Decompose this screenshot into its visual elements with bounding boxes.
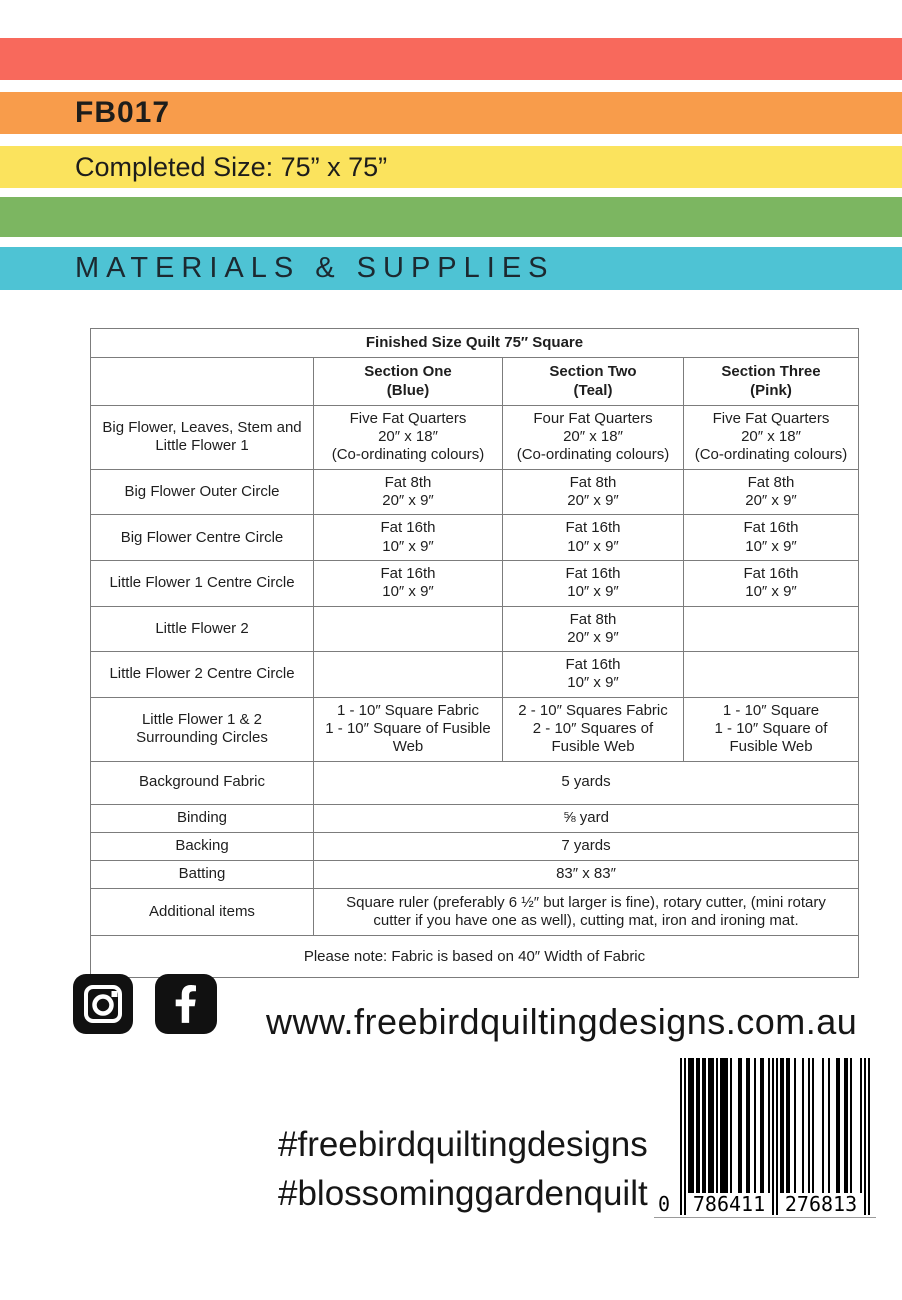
table-row: Little Flower 1 Centre Circle Fat 16th 1… (90, 559, 859, 607)
barcode-left-digits: 786411 (692, 1192, 766, 1216)
cell-section-two: Fat 16th 10″ x 9″ (502, 651, 684, 698)
cell-section-two: Fat 16th 10″ x 9″ (502, 559, 684, 607)
table-row: Backing 7 yards (90, 831, 859, 861)
website-url: www.freebirdquiltingdesigns.com.au (266, 1001, 858, 1042)
cell-section-one: 1 - 10″ Square Fabric 1 - 10″ Square of … (313, 696, 503, 762)
row-label: Little Flower 1 & 2 Surrounding Circles (90, 696, 314, 762)
table-note-row: Please note: Fabric is based on 40″ Widt… (90, 935, 859, 979)
table-row: Binding ⅝ yard (90, 803, 859, 833)
fabric-width-note: Please note: Fabric is based on 40″ Widt… (90, 935, 859, 979)
materials-table: Finished Size Quilt 75″ Square Section O… (90, 327, 859, 979)
stripe-yellow: Completed Size: 75” x 75” (0, 146, 902, 188)
cell-section-two: Fat 16th 10″ x 9″ (502, 514, 684, 561)
table-row: Big Flower Outer Circle Fat 8th 20″ x 9″… (90, 468, 859, 516)
cell-section-two: Four Fat Quarters 20″ x 18″ (Co-ordinati… (502, 404, 684, 470)
table-row: Batting 83″ x 83″ (90, 859, 859, 889)
col-header-section-one: Section One (Blue) (313, 357, 503, 406)
row-label: Little Flower 2 Centre Circle (90, 651, 314, 698)
row-label: Big Flower Outer Circle (90, 468, 314, 516)
cell-section-one (313, 651, 503, 698)
cell-section-three (683, 651, 859, 698)
table-row: Big Flower Centre Circle Fat 16th 10″ x … (90, 514, 859, 561)
hashtags-block: #freebirdquiltingdesigns #blossominggard… (278, 1120, 648, 1218)
instagram-icon (73, 974, 133, 1034)
table-row: Additional items Square ruler (preferabl… (90, 887, 859, 937)
barcode-system-digit: 0 (657, 1192, 671, 1216)
table-row: Big Flower, Leaves, Stem and Little Flow… (90, 404, 859, 470)
col-header-section-two: Section Two (Teal) (502, 357, 684, 406)
hashtag-quilt: #blossominggardenquilt (278, 1174, 648, 1213)
cell-section-three: Fat 16th 10″ x 9″ (683, 559, 859, 607)
row-label: Backing (90, 831, 314, 861)
cell-section-two: Fat 8th 20″ x 9″ (502, 468, 684, 516)
cell-section-one: Fat 16th 10″ x 9″ (313, 559, 503, 607)
cell-section-one: Fat 16th 10″ x 9″ (313, 514, 503, 561)
stripe-coral (0, 38, 902, 80)
stripe-teal: MATERIALS & SUPPLIES (0, 247, 902, 290)
table-row: Little Flower 2 Centre Circle Fat 16th 1… (90, 651, 859, 698)
cell-section-three: Five Fat Quarters 20″ x 18″ (Co-ordinati… (683, 404, 859, 470)
facebook-icon (155, 974, 217, 1034)
materials-supplies-heading: MATERIALS & SUPPLIES (75, 252, 555, 284)
row-value: 7 yards (313, 831, 859, 861)
cell-section-one (313, 605, 503, 653)
row-label: Big Flower, Leaves, Stem and Little Flow… (90, 404, 314, 470)
hashtag-brand: #freebirdquiltingdesigns (278, 1125, 648, 1164)
barcode-underline (654, 1217, 876, 1218)
cell-section-three (683, 605, 859, 653)
cell-section-two: 2 - 10″ Squares Fabric 2 - 10″ Squares o… (502, 696, 684, 762)
cell-section-three: Fat 16th 10″ x 9″ (683, 514, 859, 561)
col-header-empty (90, 357, 314, 406)
table-header-row: Section One (Blue) Section Two (Teal) Se… (90, 357, 859, 406)
table-title-row: Finished Size Quilt 75″ Square (90, 327, 859, 359)
table-row: Little Flower 2 Fat 8th 20″ x 9″ (90, 605, 859, 653)
completed-size-label: Completed Size: 75” x 75” (75, 151, 388, 182)
row-label: Little Flower 1 Centre Circle (90, 559, 314, 607)
stripe-green (0, 197, 902, 237)
row-label: Batting (90, 859, 314, 889)
cell-section-two: Fat 8th 20″ x 9″ (502, 605, 684, 653)
row-label: Background Fabric (90, 760, 314, 805)
col-header-section-three: Section Three (Pink) (683, 357, 859, 406)
cell-section-three: 1 - 10″ Square 1 - 10″ Square of Fusible… (683, 696, 859, 762)
table-row: Little Flower 1 & 2 Surrounding Circles … (90, 696, 859, 762)
barcode: 0 786411 276813 (654, 1058, 876, 1220)
barcode-right-digits: 276813 (784, 1192, 858, 1216)
row-label: Additional items (90, 887, 314, 937)
pattern-code: FB017 (75, 96, 171, 129)
row-label: Binding (90, 803, 314, 833)
stripe-orange: FB017 (0, 92, 902, 134)
table-title: Finished Size Quilt 75″ Square (90, 327, 859, 359)
row-value: 5 yards (313, 760, 859, 805)
row-label: Big Flower Centre Circle (90, 514, 314, 561)
row-label: Little Flower 2 (90, 605, 314, 653)
row-value: Square ruler (preferably 6 ½″ but larger… (313, 887, 859, 937)
row-value: ⅝ yard (313, 803, 859, 833)
cell-section-one: Fat 8th 20″ x 9″ (313, 468, 503, 516)
cell-section-one: Five Fat Quarters 20″ x 18″ (Co-ordinati… (313, 404, 503, 470)
cell-section-three: Fat 8th 20″ x 9″ (683, 468, 859, 516)
table-row: Background Fabric 5 yards (90, 760, 859, 805)
row-value: 83″ x 83″ (313, 859, 859, 889)
